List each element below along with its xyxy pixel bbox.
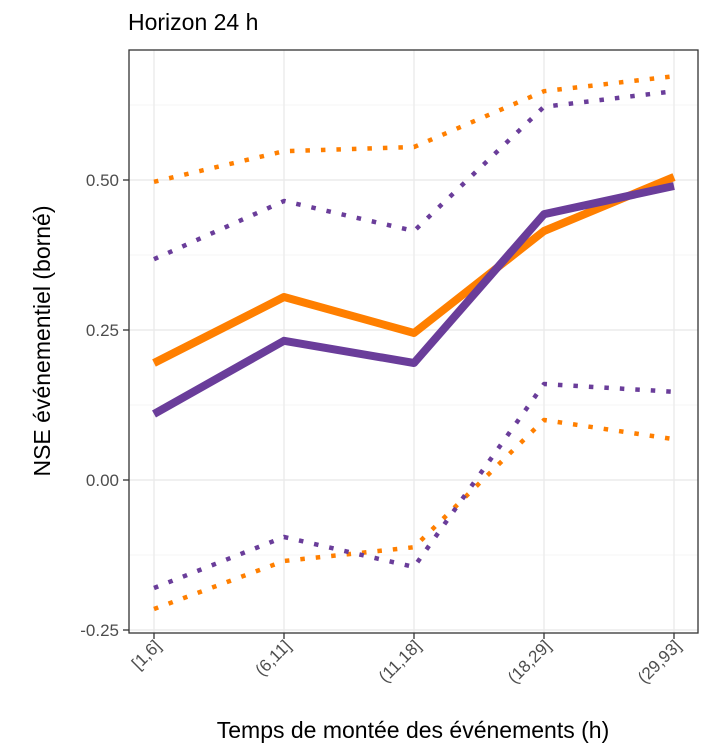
y-tick-label: -0.25: [80, 621, 119, 640]
x-tick-label: (18,29]: [504, 636, 555, 687]
y-axis-title: NSE événementiel (borné): [29, 205, 55, 476]
x-tick-label: (6,11]: [252, 636, 295, 679]
x-tick-label: (29,93]: [634, 636, 685, 687]
x-tick-label: (11,18]: [375, 636, 425, 686]
y-tick-label: 0.25: [86, 321, 119, 340]
series-line-dotted-3: [153, 88, 675, 262]
y-tick-label: 0.00: [86, 471, 119, 490]
series-line-solid-0: [152, 173, 676, 367]
y-tick-label: 0.50: [86, 171, 119, 190]
x-axis: [1,6] (6,11] (11,18] (18,29] (29,93]: [128, 633, 685, 687]
x-tick-label: [1,6]: [128, 636, 165, 673]
x-axis-title: Temps de montée des événements (h): [217, 717, 609, 743]
chart-title: Horizon 24 h: [128, 9, 258, 35]
series-layer: [152, 73, 676, 612]
series-line-dotted-5: [153, 381, 675, 591]
grid: [129, 50, 698, 633]
series-line-solid-1: [152, 182, 675, 418]
y-axis: -0.25 0.00 0.25 0.50: [80, 171, 129, 640]
series-line-dotted-2: [153, 73, 675, 184]
